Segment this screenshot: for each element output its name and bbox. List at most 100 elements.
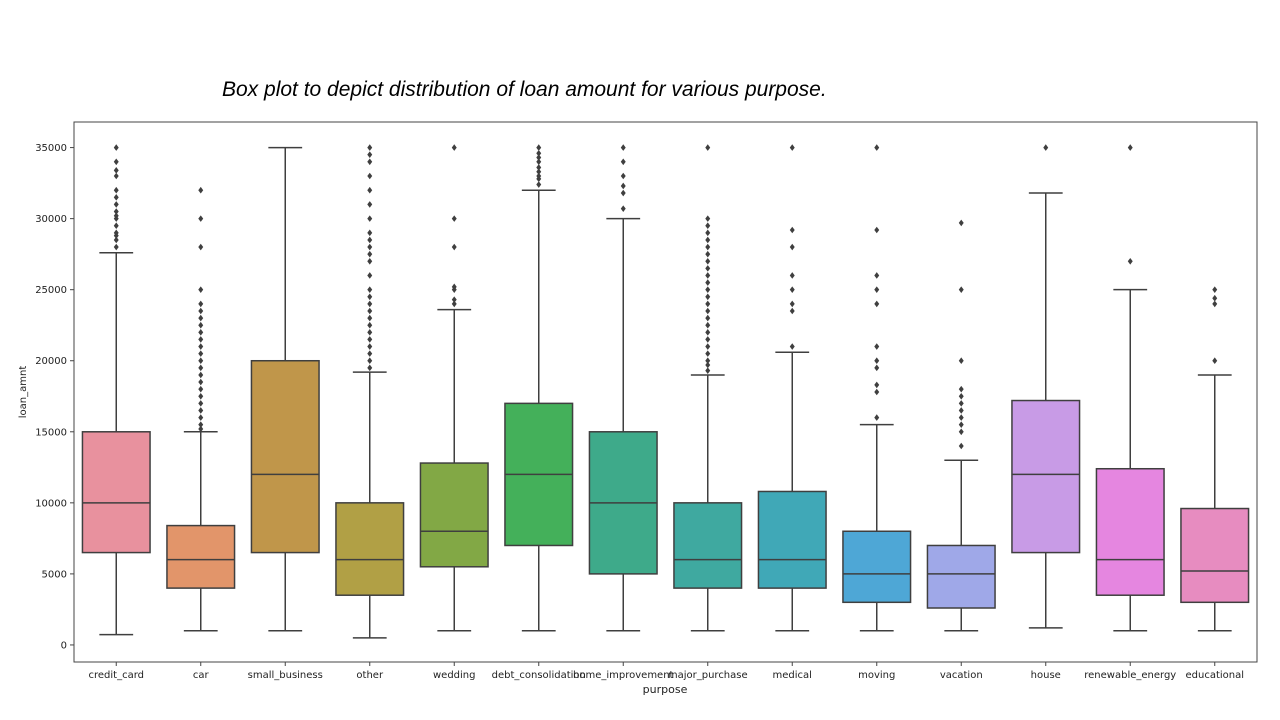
outlier-point — [874, 286, 880, 293]
y-axis-label: loan_amnt — [18, 366, 29, 419]
outlier-point — [198, 385, 204, 393]
outlier-point — [620, 144, 626, 151]
outlier-point — [789, 300, 795, 308]
outlier-point — [367, 364, 373, 372]
outlier-point — [367, 350, 373, 357]
iqr-box — [419, 462, 489, 568]
iqr-box — [1180, 507, 1250, 604]
outlier-point — [367, 300, 373, 308]
outlier-point — [198, 186, 204, 194]
outlier-point — [367, 172, 373, 180]
box-vacation — [926, 219, 996, 632]
outlier-point — [705, 361, 711, 369]
outlier-point — [705, 243, 711, 251]
outlier-point — [874, 343, 880, 350]
iqr-box — [335, 502, 405, 596]
outlier-point — [874, 414, 880, 421]
outlier-point — [198, 414, 204, 421]
box-major_purchase — [673, 144, 743, 632]
outlier-point — [958, 286, 964, 293]
outlier-point — [1212, 300, 1218, 308]
x-tick-label: vacation — [940, 670, 983, 681]
outlier-point — [705, 329, 711, 336]
outlier-point — [198, 392, 204, 400]
outlier-point — [536, 158, 542, 166]
outlier-point — [113, 201, 119, 208]
outlier-point — [113, 167, 119, 174]
outlier-point — [789, 286, 795, 293]
outlier-point — [874, 357, 880, 365]
outlier-point — [958, 442, 964, 450]
outlier-point — [958, 414, 964, 421]
outlier-point — [705, 236, 711, 244]
outlier-point — [198, 243, 204, 251]
outlier-point — [113, 208, 119, 215]
outlier-point — [958, 392, 964, 400]
outlier-point — [705, 350, 711, 357]
x-tick-label: wedding — [433, 670, 476, 681]
y-tick-label: 10000 — [35, 498, 67, 509]
outlier-point — [367, 236, 373, 244]
outlier-point — [367, 215, 373, 222]
y-tick-label: 0 — [61, 640, 67, 651]
outlier-point — [705, 286, 711, 293]
outlier-point — [705, 357, 711, 365]
slide-title: Box plot to depict distribution of loan … — [222, 78, 827, 101]
outlier-point — [958, 421, 964, 428]
box-credit_card — [81, 144, 151, 636]
outlier-point — [198, 421, 204, 428]
outlier-point — [1212, 294, 1218, 302]
iqr-box — [842, 530, 912, 604]
outlier-point — [367, 250, 373, 258]
x-tick-label: credit_card — [89, 670, 145, 681]
outlier-point — [705, 314, 711, 322]
y-tick-label: 30000 — [35, 214, 67, 225]
outlier-point — [1212, 286, 1218, 293]
x-tick-label: car — [193, 670, 210, 681]
box-car — [166, 186, 236, 632]
outlier-point — [705, 257, 711, 265]
outlier-point — [367, 229, 373, 237]
outlier-point — [958, 219, 964, 227]
outlier-point — [536, 181, 542, 188]
outlier-point — [367, 158, 373, 166]
outlier-point — [705, 250, 711, 258]
outlier-point — [451, 215, 457, 222]
outlier-point — [620, 158, 626, 166]
outlier-point — [536, 149, 542, 157]
iqr-box — [1011, 399, 1081, 554]
outlier-point — [367, 343, 373, 350]
outlier-point — [198, 307, 204, 315]
outlier-point — [705, 293, 711, 301]
outlier-point — [113, 243, 119, 251]
outlier-point — [113, 144, 119, 151]
outlier-point — [113, 236, 119, 244]
outlier-point — [789, 343, 795, 350]
outlier-point — [198, 321, 204, 329]
outlier-point — [198, 286, 204, 293]
outlier-point — [198, 425, 204, 433]
outlier-point — [705, 367, 711, 374]
outlier-point — [958, 428, 964, 436]
outlier-point — [620, 182, 626, 190]
outlier-point — [198, 357, 204, 365]
outlier-point — [367, 243, 373, 251]
outlier-point — [874, 226, 880, 234]
outlier-point — [113, 229, 119, 237]
box-medical — [757, 144, 827, 632]
outlier-point — [198, 364, 204, 372]
outlier-point — [198, 371, 204, 379]
outlier-point — [536, 168, 542, 176]
box-wedding — [419, 144, 489, 632]
outlier-point — [113, 222, 119, 230]
outlier-point — [451, 144, 457, 151]
x-tick-label: other — [356, 670, 384, 681]
outlier-point — [113, 172, 119, 180]
outlier-point — [789, 226, 795, 234]
outlier-point — [705, 215, 711, 222]
x-tick-label: house — [1031, 670, 1061, 681]
outlier-point — [789, 272, 795, 279]
plot-frame — [73, 121, 1258, 663]
outlier-point — [1127, 257, 1133, 265]
